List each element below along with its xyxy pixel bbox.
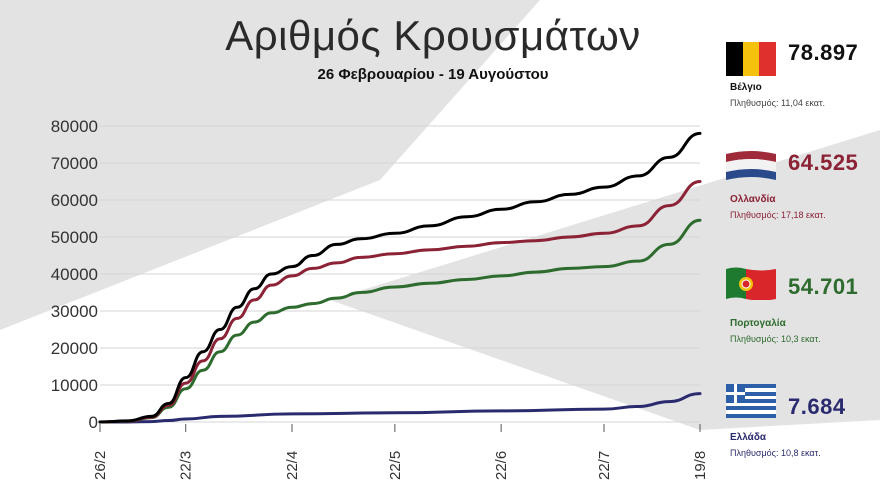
- legend-item-netherlands: 64.525 Ολλανδία Πληθυσμός: 17,18 εκατ.: [722, 148, 872, 228]
- series-lines: [98, 131, 702, 424]
- chart-subtitle: 26 Φεβρουαρίου - 19 Αυγούστου: [317, 66, 549, 83]
- x-tick-label: 22/5: [387, 451, 404, 480]
- legend-country: Πορτογαλία: [730, 318, 786, 329]
- legend-population: Πληθυσμός: 10,3 εκατ.: [730, 334, 821, 344]
- chart-title: Αριθμός Κρουσμάτων: [225, 12, 641, 59]
- x-tick-label: 22/6: [493, 451, 510, 480]
- greece-flag-icon: [726, 384, 776, 418]
- y-axis-ticks: 80000 70000 60000 50000 40000 30000 20000 10000…: [51, 117, 98, 432]
- y-tick-label: 20000: [51, 339, 98, 358]
- legend-population: Πληθυσμός: 10,8 εκατ.: [730, 448, 821, 458]
- y-tick-label: 80000: [51, 117, 98, 136]
- belgium-flag-icon: [726, 42, 776, 76]
- x-tick-label: 22/3: [178, 451, 195, 480]
- background-grey-panel-left: [0, 0, 540, 330]
- series-line: [98, 180, 702, 424]
- x-tick-label: 22/7: [596, 451, 613, 480]
- legend-total: 78.897: [788, 40, 859, 65]
- y-tick-label: 40000: [51, 265, 98, 284]
- x-axis-ticks: 26/2 22/3 22/4 22/5 22/6 22/7 19/8: [92, 424, 709, 480]
- legend-total: 64.525: [788, 150, 859, 175]
- series-line: [98, 131, 702, 424]
- legend-item-portugal: 54.701 Πορτογαλία Πληθυσμός: 10,3 εκατ.: [722, 266, 872, 346]
- series-line: [98, 218, 702, 424]
- legend-total: 7.684: [788, 394, 846, 419]
- legend-country: Ελλάδα: [730, 432, 767, 443]
- legend-population: Πληθυσμός: 11,04 εκατ.: [730, 98, 826, 108]
- series-line: [98, 392, 702, 424]
- x-tick-label: 22/4: [284, 451, 301, 480]
- legend-item-belgium: 78.897 Βέλγιο Πληθυσμός: 11,04 εκατ.: [722, 38, 872, 118]
- legend-country: Βέλγιο: [730, 82, 762, 93]
- y-tick-label: 50000: [51, 228, 98, 247]
- portugal-flag-icon: [726, 267, 776, 300]
- legend-population: Πληθυσμός: 17,18 εκατ.: [730, 210, 826, 220]
- legend-item-greece: 7.684 Ελλάδα Πληθυσμός: 10,8 εκατ.: [722, 384, 872, 464]
- legend-total: 54.701: [788, 274, 859, 299]
- y-tick-label: 10000: [51, 376, 98, 395]
- x-tick-label: 19/8: [692, 451, 709, 480]
- x-tick-label: 26/2: [92, 451, 109, 480]
- legend-country: Ολλανδία: [730, 194, 776, 205]
- y-tick-label: 0: [89, 413, 98, 432]
- netherlands-flag-icon: [726, 151, 776, 180]
- y-tick-label: 70000: [51, 154, 98, 173]
- y-tick-label: 30000: [51, 302, 98, 321]
- grid-lines: [100, 125, 700, 423]
- y-tick-label: 60000: [51, 191, 98, 210]
- background-grey-panel-right: [330, 130, 880, 430]
